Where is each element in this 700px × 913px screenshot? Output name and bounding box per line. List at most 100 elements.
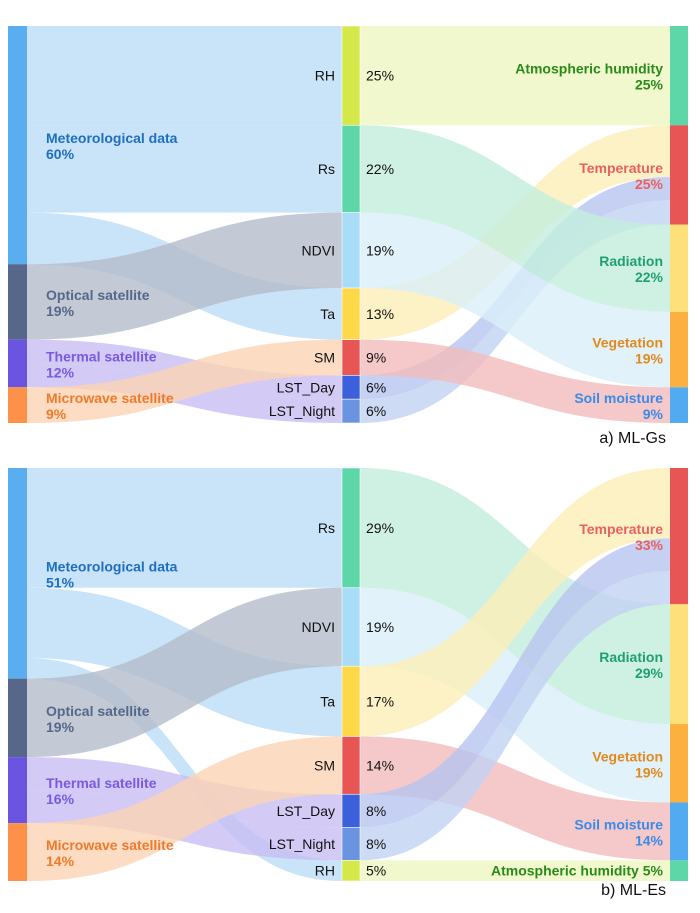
node-percent: 16% <box>46 791 75 807</box>
node-meteorological-data <box>8 468 27 679</box>
node-label: RH <box>315 863 335 879</box>
node-radiation <box>670 224 688 312</box>
node-label: NDVI <box>302 619 335 635</box>
panel-caption: b) ML-Es <box>601 882 666 899</box>
node-percent: 19% <box>635 764 664 780</box>
link-meteorological-data-to-rs <box>27 125 342 213</box>
node-rs <box>341 124 361 213</box>
node-label: Ta <box>320 306 335 322</box>
link-ndvi-to-vegetation <box>360 212 670 388</box>
node-lst-night <box>341 827 361 861</box>
node-percent: 6% <box>366 379 386 395</box>
node-label: NDVI <box>302 242 335 258</box>
node-label: LST_Day <box>277 803 335 819</box>
node-label: LST_Day <box>277 379 335 395</box>
node-label: Atmospheric humidity 5% <box>491 863 664 879</box>
node-label: Rs <box>318 520 335 536</box>
node-optical-satellite <box>8 264 27 340</box>
node-percent: 22% <box>366 161 394 177</box>
node-label: Microwave satellite <box>46 837 174 853</box>
node-percent: 14% <box>46 853 75 869</box>
node-percent: 25% <box>635 176 664 192</box>
node-lst-night <box>341 398 361 424</box>
node-meteorological-data <box>8 26 27 265</box>
link-lst-night-to-temperature <box>360 571 670 861</box>
node-label: Meteorological data <box>46 558 178 574</box>
nodes <box>8 25 688 424</box>
node-label: Thermal satellite <box>46 775 157 791</box>
node-label: Vegetation <box>592 748 663 764</box>
node-percent: 9% <box>46 406 67 422</box>
node-label-name: Atmospheric humidity <box>491 863 639 879</box>
node-label: Vegetation <box>592 335 663 351</box>
node-percent: 60% <box>46 146 75 162</box>
node-ta <box>341 665 361 737</box>
node-percent: 51% <box>46 574 75 590</box>
node-lst-day <box>341 375 361 400</box>
node-percent: 25% <box>635 77 664 93</box>
node-percent: 8% <box>366 803 386 819</box>
links <box>27 26 670 423</box>
node-label: Optical satellite <box>46 703 150 719</box>
node-percent: 19% <box>46 719 75 735</box>
node-percent: 14% <box>366 757 394 773</box>
node-temperature <box>670 468 688 605</box>
links <box>27 468 670 881</box>
node-label: RH <box>315 68 335 84</box>
node-percent: 6% <box>366 403 386 419</box>
node-sm <box>341 339 361 376</box>
node-percent: 29% <box>366 520 394 536</box>
node-label: Soil moisture <box>574 390 663 406</box>
link-microwave-satellite-to-sm <box>27 339 342 423</box>
node-rs <box>341 467 361 589</box>
node-vegetation <box>670 311 688 388</box>
node-percent: 25% <box>366 68 394 84</box>
node-label: SM <box>314 349 335 365</box>
link-meteorological-data-to-rh <box>27 657 342 881</box>
node-percent: 9% <box>366 349 386 365</box>
node-optical-satellite <box>8 678 27 758</box>
node-label: Optical satellite <box>46 287 150 303</box>
link-lst-day-to-temperature <box>360 538 670 828</box>
node-soil-moisture <box>670 387 688 423</box>
node-temperature <box>670 125 688 225</box>
node-percent: 33% <box>635 537 664 553</box>
node-percent: 5% <box>643 863 664 879</box>
node-radiation <box>670 604 688 725</box>
link-optical-satellite-to-ndvi <box>27 587 342 758</box>
link-rh-to-atmospheric-humidity <box>360 860 670 881</box>
node-percent: 19% <box>366 242 394 258</box>
node-percent: 19% <box>366 619 394 635</box>
node-percent: 9% <box>643 406 664 422</box>
node-label: Temperature <box>579 160 663 176</box>
node-rh <box>341 860 361 882</box>
node-percent: 8% <box>366 836 386 852</box>
node-percent: 12% <box>46 364 75 380</box>
node-label: LST_Night <box>269 403 335 419</box>
node-thermal-satellite <box>8 757 27 824</box>
node-label: Temperature <box>579 521 663 537</box>
node-label: Thermal satellite <box>46 348 157 364</box>
link-rs-to-radiation <box>360 125 670 312</box>
nodes <box>8 467 688 882</box>
node-label: Rs <box>318 161 335 177</box>
node-percent: 5% <box>366 863 386 879</box>
link-optical-satellite-to-ndvi <box>27 212 342 340</box>
node-label: Microwave satellite <box>46 390 174 406</box>
node-label: Atmospheric humidity <box>515 61 663 77</box>
node-rh <box>341 25 361 126</box>
node-percent: 13% <box>366 306 394 322</box>
node-percent: 22% <box>635 269 664 285</box>
link-ta-to-temperature <box>360 468 670 737</box>
node-label: Soil moisture <box>574 816 663 832</box>
node-percent: 19% <box>46 303 75 319</box>
node-label: LST_Night <box>269 836 335 852</box>
node-atmospheric-humidity <box>670 860 688 881</box>
node-label: Radiation <box>599 649 663 665</box>
node-label: Ta <box>320 693 335 709</box>
node-microwave-satellite <box>8 823 27 881</box>
node-ndvi <box>341 212 361 289</box>
